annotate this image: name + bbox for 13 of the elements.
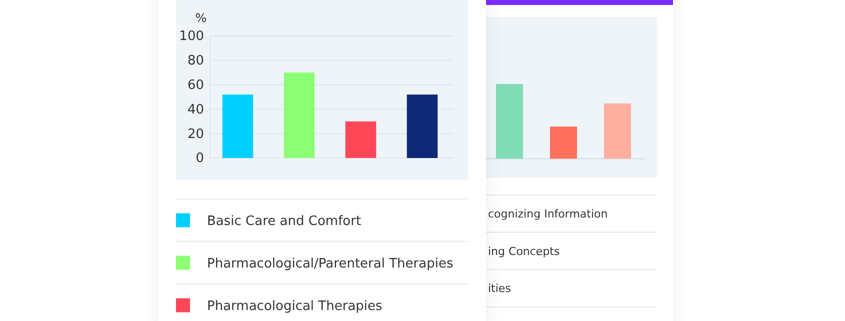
legend-label: Pharmacological/Parenteral Therapies: [207, 256, 454, 272]
y-tick-label: 60: [187, 78, 204, 93]
text: ing Concepts: [488, 244, 560, 258]
legend-label: Pharmacological Therapies: [207, 298, 383, 314]
text: ities: [488, 282, 512, 296]
y-tick-label: 20: [187, 126, 204, 142]
y-axis-title: %: [195, 11, 207, 25]
y-tick-label: 80: [187, 54, 204, 69]
y-tick-label: 100: [179, 29, 204, 44]
legend-label: Basic Care and Comfort: [207, 214, 362, 229]
y-tick-label: 0: [196, 151, 204, 166]
text: cognizing Information: [488, 208, 608, 220]
y-tick-label: 40: [187, 102, 204, 118]
